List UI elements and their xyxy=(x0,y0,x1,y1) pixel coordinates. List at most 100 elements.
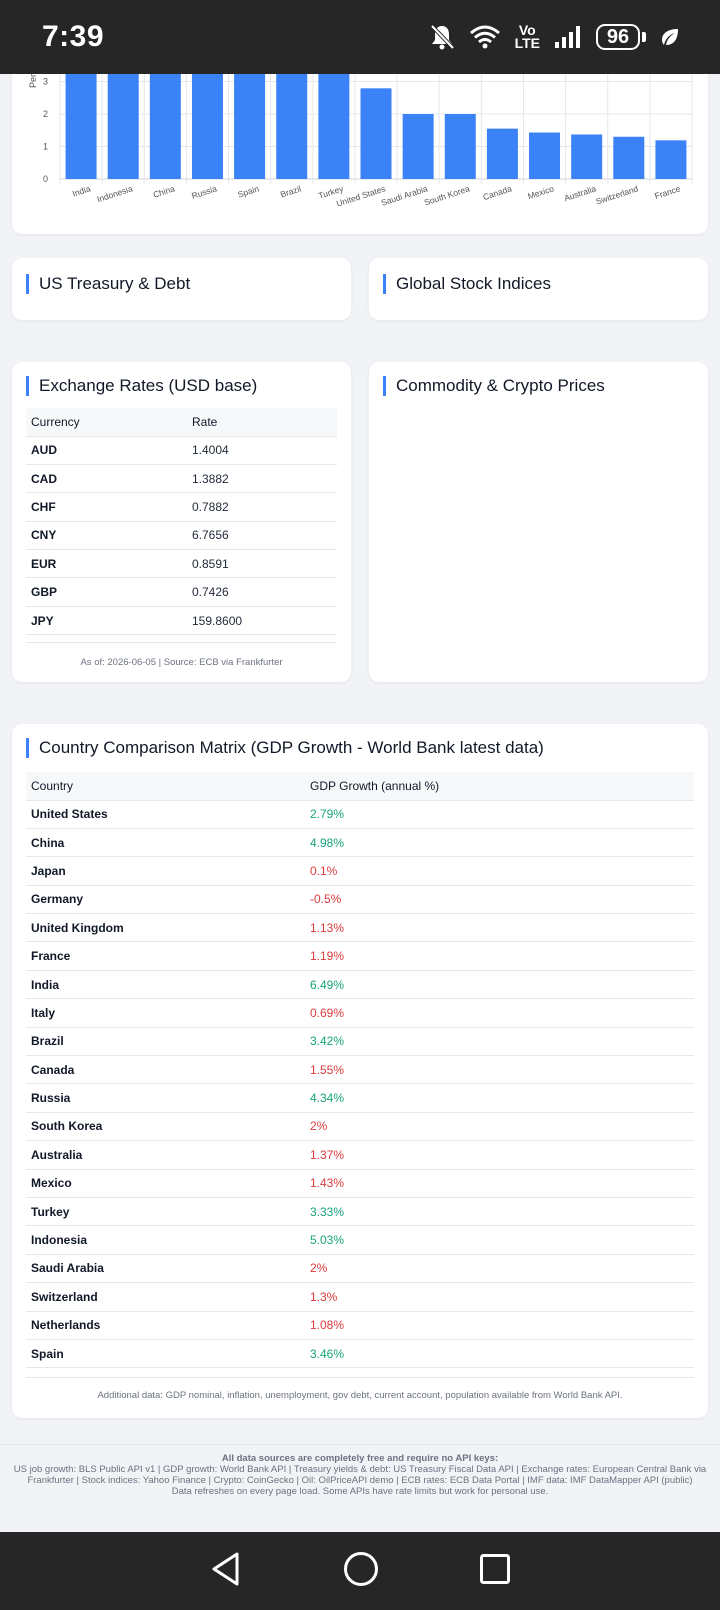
exchange-rate-value: 1.3882 xyxy=(187,464,337,494)
wifi-icon xyxy=(469,24,501,50)
gdp-growth-value: 6.49% xyxy=(305,970,694,1000)
table-divider xyxy=(26,635,337,644)
country-matrix-card: Country Comparison Matrix (GDP Growth - … xyxy=(12,724,708,1418)
table-row: GBP 0.7426 xyxy=(26,577,337,607)
exchange-rates-table-wrap: Currency Rate AUD 1.4004 CAD 1.3882 CHF 0.788… xyxy=(26,408,337,644)
bar-canada[interactable] xyxy=(486,128,518,179)
country-name: Spain xyxy=(26,1339,305,1369)
bell-muted-icon xyxy=(429,23,455,51)
bar-australia[interactable] xyxy=(571,134,603,179)
x-tick-label: Mexico xyxy=(526,183,555,201)
currency-code: CAD xyxy=(26,464,187,494)
exchange-rate-value: 1.4004 xyxy=(187,436,337,465)
gdp-growth-value: 2% xyxy=(305,1254,694,1284)
exchange-rates-footnote: As of: 2026-06-05 | Source: ECB via Fran… xyxy=(80,657,283,668)
x-tick-label: Russia xyxy=(190,183,218,201)
currency-code: AUD xyxy=(26,436,187,465)
home-button[interactable] xyxy=(343,1551,379,1592)
footer-refresh-note: Data refreshes on every page load. Some … xyxy=(171,1486,549,1497)
gdp-growth-value: 1.19% xyxy=(305,941,694,971)
country-name: Switzerland xyxy=(26,1282,305,1312)
y-axis-label: Per xyxy=(28,74,38,88)
table-row: CNY 6.7656 xyxy=(26,521,337,551)
stock-indices-title: Global Stock Indices xyxy=(383,274,551,294)
exchange-rates-title: Exchange Rates (USD base) xyxy=(26,376,257,396)
x-tick-label: China xyxy=(152,183,176,199)
table-row: Spain 3.46% xyxy=(26,1339,694,1369)
gdp-growth-value: -0.5% xyxy=(305,885,694,915)
bar-spain[interactable] xyxy=(234,66,266,179)
exchange-rate-value: 159.8600 xyxy=(187,606,337,636)
bar-south-korea[interactable] xyxy=(444,114,476,179)
x-tick-label: United States xyxy=(335,183,387,208)
x-tick-label: India xyxy=(71,183,92,198)
table-row: Turkey 3.33% xyxy=(26,1197,694,1227)
table-row: United Kingdom 1.13% xyxy=(26,913,694,943)
country-name: Turkey xyxy=(26,1197,305,1227)
currency-code: CHF xyxy=(26,492,187,522)
back-button[interactable] xyxy=(209,1550,243,1593)
gdp-growth-value: 1.08% xyxy=(305,1311,694,1340)
country-name: Indonesia xyxy=(26,1225,305,1255)
x-tick-label: Canada xyxy=(482,183,514,202)
battery-level: 96 xyxy=(596,24,640,50)
bar-mexico[interactable] xyxy=(529,132,561,179)
y-tick-label: 2 xyxy=(43,109,48,119)
table-row: JPY 159.8600 xyxy=(26,606,337,636)
commodity-crypto-card: Commodity & Crypto Prices xyxy=(369,362,708,682)
gdp-growth-value: 3.33% xyxy=(305,1197,694,1227)
country-name: Japan xyxy=(26,856,305,886)
table-row: Italy 0.69% xyxy=(26,998,694,1028)
table-header-row: Currency Rate xyxy=(26,408,337,437)
table-row: CHF 0.7882 xyxy=(26,492,337,522)
volte-indicator: Vo LTE xyxy=(515,22,540,50)
table-row: Australia 1.37% xyxy=(26,1140,694,1170)
table-row: South Korea 2% xyxy=(26,1112,694,1142)
exchange-rates-card: Exchange Rates (USD base) Currency Rate … xyxy=(12,362,351,682)
table-row: Russia 4.34% xyxy=(26,1083,694,1113)
recents-button[interactable] xyxy=(479,1553,511,1590)
navigation-bar xyxy=(0,1532,720,1610)
recents-square-icon xyxy=(480,1553,510,1584)
table-row: Saudi Arabia 2% xyxy=(26,1254,694,1284)
y-tick-label: 3 xyxy=(43,77,48,87)
bar-switzerland[interactable] xyxy=(613,136,645,179)
table-row: EUR 0.8591 xyxy=(26,549,337,579)
x-tick-label: Indonesia xyxy=(96,183,134,204)
table-row: Germany -0.5% xyxy=(26,885,694,915)
exchange-rate-value: 6.7656 xyxy=(187,521,337,551)
country-name: France xyxy=(26,941,305,971)
exchange-rate-value: 0.7882 xyxy=(187,492,337,522)
country-name: Netherlands xyxy=(26,1311,305,1340)
table-row: Indonesia 5.03% xyxy=(26,1225,694,1255)
footer-sources: US job growth: BLS Public API v1 | GDP g… xyxy=(13,1464,707,1486)
currency-code: CNY xyxy=(26,521,187,551)
gdp-growth-value: 1.3% xyxy=(305,1282,694,1312)
table-row: France 1.19% xyxy=(26,941,694,971)
country-name: India xyxy=(26,970,305,1000)
country-matrix-table: Country GDP Growth (annual %) United Sta… xyxy=(26,772,694,1369)
country-name: United Kingdom xyxy=(26,913,305,943)
battery-icon: 96 xyxy=(596,24,646,50)
bar-saudi-arabia[interactable] xyxy=(402,114,434,179)
table-row: China 4.98% xyxy=(26,828,694,858)
volte-top: Vo xyxy=(518,22,536,38)
treasury-title: US Treasury & Debt xyxy=(26,274,190,294)
bar-united-states[interactable] xyxy=(360,88,392,179)
bar-france[interactable] xyxy=(655,140,687,179)
table-row: Japan 0.1% xyxy=(26,856,694,886)
status-time: 7:39 xyxy=(42,20,105,53)
exchange-rates-table: Currency Rate AUD 1.4004 CAD 1.3882 CHF 0.788… xyxy=(26,408,337,636)
column-header-country: Country xyxy=(26,772,305,801)
footer-heading: All data sources are completely free and… xyxy=(221,1453,499,1464)
exchange-rate-value: 0.7426 xyxy=(187,577,337,607)
stock-indices-card: Global Stock Indices xyxy=(369,258,708,320)
gdp-growth-value: 5.03% xyxy=(305,1225,694,1255)
country-name: South Korea xyxy=(26,1112,305,1142)
gdp-growth-value: 0.1% xyxy=(305,856,694,886)
bar-brazil[interactable] xyxy=(276,67,308,179)
x-tick-label: Australia xyxy=(563,183,598,203)
gdp-growth-value: 1.13% xyxy=(305,913,694,943)
bar-turkey[interactable] xyxy=(318,70,350,179)
country-matrix-footnote: Additional data: GDP nominal, inflation,… xyxy=(97,1390,623,1401)
